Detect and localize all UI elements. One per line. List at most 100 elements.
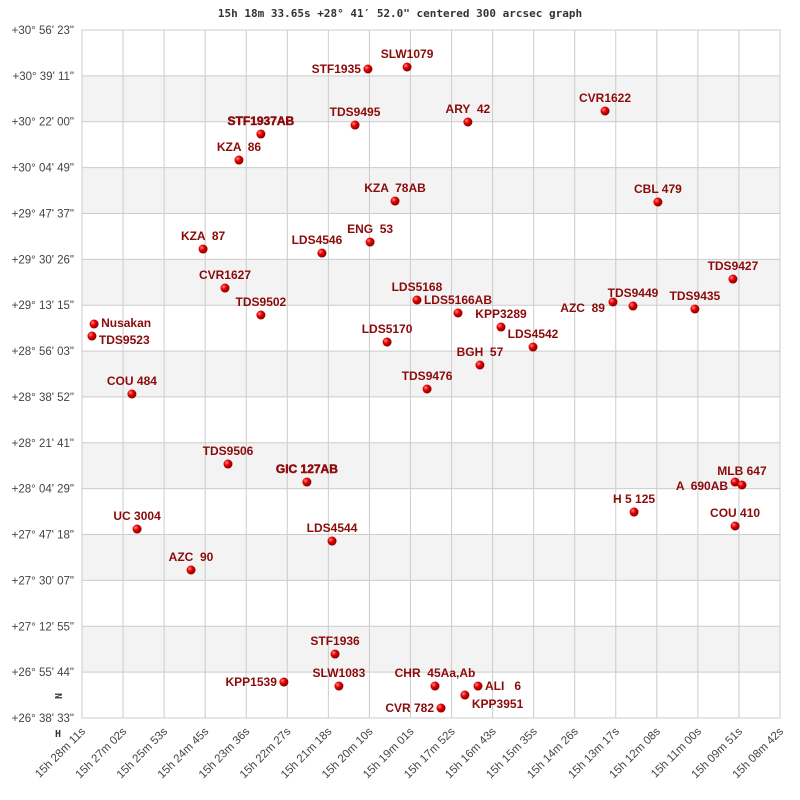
star-dot[interactable] — [629, 507, 639, 517]
star-dot[interactable] — [496, 322, 506, 332]
band — [82, 259, 780, 306]
star-dot[interactable] — [737, 480, 747, 490]
star-dot[interactable] — [430, 681, 440, 691]
star-point[interactable]: LDS4546 — [292, 233, 343, 258]
star-dot[interactable] — [600, 106, 610, 116]
plot-frame — [81, 29, 781, 719]
star-point[interactable]: BGH 57 — [457, 345, 504, 370]
star-dot[interactable] — [412, 295, 422, 305]
star-dot[interactable] — [350, 120, 360, 130]
star-dot[interactable] — [365, 237, 375, 247]
star-dot[interactable] — [475, 360, 485, 370]
star-point[interactable]: COU 410 — [710, 506, 760, 531]
star-point[interactable]: ARY 42 — [446, 102, 491, 127]
star-point[interactable]: Nusakan — [89, 316, 152, 330]
star-point[interactable]: TDS9495 — [330, 105, 381, 130]
star-point[interactable]: STF1937AB — [227, 114, 295, 139]
star-point[interactable]: TDS9427 — [708, 259, 759, 284]
star-dot[interactable] — [198, 244, 208, 254]
star-dot[interactable] — [730, 521, 740, 531]
star-dot[interactable] — [628, 301, 638, 311]
star-dot[interactable] — [390, 196, 400, 206]
star-point[interactable]: SLW1083 — [313, 666, 366, 691]
star-label: CBL 479 — [634, 182, 682, 196]
star-dot[interactable] — [436, 703, 446, 713]
star-point[interactable]: KZA 87 — [181, 229, 226, 254]
star-label: TDS9435 — [670, 289, 721, 303]
star-point[interactable]: TDS9506 — [203, 444, 254, 469]
star-point[interactable]: KZA 86 — [217, 140, 262, 165]
band — [82, 534, 780, 581]
star-dot[interactable] — [220, 283, 230, 293]
star-point[interactable]: KPP3289 — [475, 307, 527, 332]
star-point[interactable]: LDS4542 — [508, 327, 559, 352]
star-point[interactable]: CBL 479 — [634, 182, 682, 207]
star-point[interactable]: CVR1627 — [199, 268, 251, 293]
star-dot[interactable] — [279, 677, 289, 687]
star-point[interactable]: LDS5166AB — [424, 293, 492, 318]
star-dot[interactable] — [256, 310, 266, 320]
star-point[interactable]: UC 3004 — [113, 509, 161, 534]
star-point[interactable]: TDS9449 — [608, 286, 659, 311]
star-point[interactable]: KPP3951 — [460, 690, 524, 712]
y-tick-label: +27° 30' 07" — [12, 575, 74, 587]
star-label: A 690AB — [676, 479, 729, 493]
star-point[interactable]: COU 484 — [107, 374, 157, 399]
star-dot[interactable] — [382, 337, 392, 347]
star-dot[interactable] — [87, 331, 97, 341]
star-point[interactable]: CHR 45Aa,Ab — [395, 666, 476, 691]
star-dot[interactable] — [223, 459, 233, 469]
star-point[interactable]: CVR1622 — [579, 91, 631, 116]
star-dot[interactable] — [453, 308, 463, 318]
star-dot[interactable] — [317, 248, 327, 258]
star-dot[interactable] — [730, 477, 740, 487]
star-dot[interactable] — [690, 304, 700, 314]
star-point[interactable]: H 5 125 — [613, 492, 655, 517]
star-point[interactable]: LDS5168 — [392, 280, 443, 305]
star-dot[interactable] — [363, 64, 373, 74]
star-dot[interactable] — [302, 477, 312, 487]
star-point[interactable]: STF1935 — [312, 62, 373, 76]
star-point[interactable]: SLW1079 — [381, 47, 434, 72]
star-point[interactable]: GIC 127AB — [276, 462, 338, 487]
star-dot[interactable] — [89, 319, 99, 329]
star-dot[interactable] — [256, 129, 266, 139]
star-point[interactable]: TDS9435 — [670, 289, 721, 314]
y-tick-label: +28° 21' 41" — [12, 438, 74, 450]
star-label: SLW1083 — [313, 666, 366, 680]
star-dot[interactable] — [327, 536, 337, 546]
star-dot[interactable] — [473, 681, 483, 691]
star-point[interactable]: A 690AB — [676, 477, 740, 494]
star-point[interactable]: ALI 6 — [473, 679, 521, 693]
star-point[interactable]: AZC 90 — [169, 550, 214, 575]
star-dot[interactable] — [608, 297, 618, 307]
star-point[interactable]: KZA 78AB — [364, 181, 426, 206]
star-point[interactable]: LDS4544 — [307, 521, 358, 546]
star-dot[interactable] — [728, 274, 738, 284]
star-point[interactable]: TDS9502 — [236, 295, 287, 320]
star-point[interactable]: TDS9523 — [87, 331, 150, 348]
star-dot[interactable] — [402, 62, 412, 72]
star-dot[interactable] — [653, 197, 663, 207]
star-point[interactable]: ENG 53 — [347, 222, 393, 247]
star-dot[interactable] — [528, 342, 538, 352]
star-point[interactable]: MLB 647 — [717, 464, 767, 490]
star-dot[interactable] — [334, 681, 344, 691]
star-dot[interactable] — [463, 117, 473, 127]
star-label: TDS9495 — [330, 105, 381, 119]
star-label: KPP1539 — [226, 675, 278, 689]
star-dot[interactable] — [127, 389, 137, 399]
star-point[interactable]: CVR 782 — [385, 701, 446, 715]
star-point[interactable]: AZC 89 — [560, 297, 618, 316]
star-point[interactable]: LDS5170 — [362, 322, 413, 347]
star-point[interactable]: TDS9476 — [402, 369, 453, 394]
star-dot[interactable] — [186, 565, 196, 575]
star-dot[interactable] — [422, 384, 432, 394]
star-point[interactable]: STF1936 — [310, 634, 360, 659]
star-dot[interactable] — [132, 524, 142, 534]
star-label: GIC 127AB — [276, 462, 338, 476]
star-dot[interactable] — [234, 155, 244, 165]
star-dot[interactable] — [460, 690, 470, 700]
star-dot[interactable] — [330, 649, 340, 659]
star-point[interactable]: KPP1539 — [226, 675, 289, 689]
